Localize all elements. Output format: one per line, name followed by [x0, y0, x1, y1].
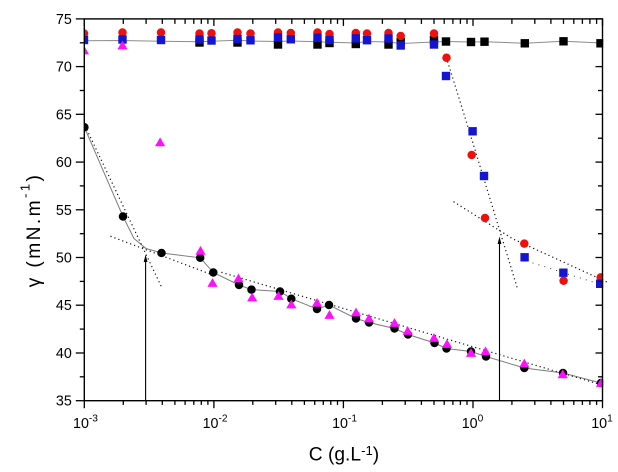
svg-text:75: 75	[56, 12, 72, 28]
svg-text:50: 50	[56, 251, 72, 267]
svg-text:60: 60	[56, 155, 72, 171]
svg-text:40: 40	[56, 346, 72, 362]
svg-text:45: 45	[56, 298, 72, 314]
svg-text:35: 35	[56, 394, 72, 410]
svg-text:70: 70	[56, 60, 72, 76]
svg-text:65: 65	[56, 107, 72, 123]
svg-text:55: 55	[56, 203, 72, 219]
